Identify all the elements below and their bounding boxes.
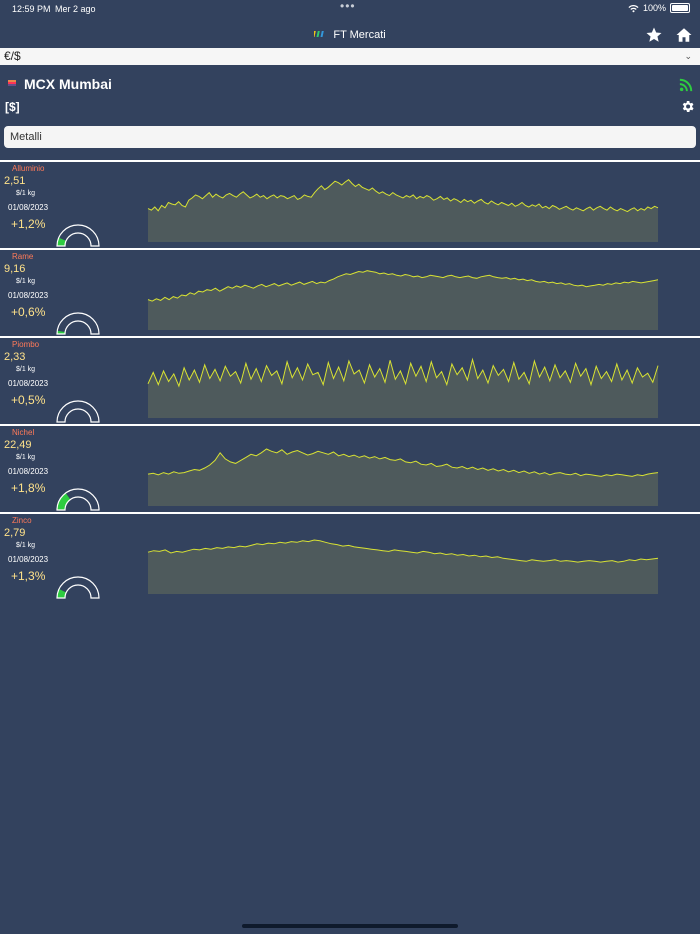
gear-icon[interactable]	[680, 99, 695, 114]
commodity-price: 2,51	[4, 175, 26, 187]
commodity-row[interactable]: Nichel 22,49 $/1 kg 01/08/2023 +1,8%	[0, 424, 700, 512]
price-area	[148, 540, 658, 594]
market-header: MCX Mumbai [$]	[0, 72, 700, 122]
price-area	[148, 179, 658, 242]
commodity-date: 01/08/2023	[8, 467, 49, 476]
status-time: 12:59 PM	[12, 4, 51, 14]
price-history-chart	[147, 539, 659, 594]
commodity-date: 01/08/2023	[8, 555, 49, 564]
commodity-change: +1,3%	[11, 569, 46, 583]
commodity-unit: $/1 kg	[16, 542, 36, 549]
change-gauge-icon	[56, 400, 100, 423]
battery-icon	[670, 3, 690, 13]
gauge-outline	[56, 576, 100, 599]
app-title: FT Mercati	[0, 29, 700, 41]
status-bar: 12:59 PM Mer 2 ago ••• 100%	[0, 0, 700, 18]
home-icon[interactable]	[675, 26, 693, 44]
commodity-date: 01/08/2023	[8, 291, 49, 300]
commodity-price: 9,16	[4, 263, 26, 275]
gauge-fill	[57, 493, 71, 510]
commodity-date: 01/08/2023	[8, 203, 49, 212]
commodity-unit: $/1 kg	[16, 454, 36, 461]
commodity-name: Piombo	[12, 340, 40, 349]
commodity-change: +1,8%	[11, 481, 46, 495]
gauge-outline	[56, 488, 100, 511]
app-logo-icon	[312, 29, 326, 41]
price-history-chart	[147, 179, 659, 242]
star-icon[interactable]	[645, 26, 663, 44]
gauge-fill	[57, 237, 67, 246]
price-area	[148, 359, 658, 418]
price-history-chart	[147, 448, 659, 506]
commodity-name: Alluminio	[12, 164, 45, 173]
navigation-bar: FT Mercati	[0, 26, 700, 46]
chevron-down-icon: ⌄	[684, 51, 692, 61]
price-area	[148, 270, 658, 330]
gauge-outline	[56, 312, 100, 335]
change-gauge-icon	[56, 312, 100, 335]
app-title-text: FT Mercati	[333, 29, 386, 41]
price-line	[147, 179, 659, 213]
gauge-fill	[57, 589, 67, 598]
commodity-price: 2,33	[4, 351, 26, 363]
wifi-icon	[628, 4, 639, 12]
commodity-list: Alluminio 2,51 $/1 kg 01/08/2023 +1,2% Rame 9,…	[0, 160, 700, 600]
commodity-price: 22,49	[4, 439, 32, 451]
commodity-name: Rame	[12, 252, 34, 261]
commodity-change: +1,2%	[11, 217, 46, 231]
commodity-row[interactable]: Alluminio 2,51 $/1 kg 01/08/2023 +1,2%	[0, 160, 700, 248]
change-gauge-icon	[56, 576, 100, 599]
change-gauge-icon	[56, 224, 100, 247]
gauge-fill	[57, 330, 66, 334]
price-line	[147, 270, 659, 302]
currency-select[interactable]: €/$ ⌄	[0, 48, 700, 65]
market-currency: [$]	[5, 100, 20, 114]
price-history-chart	[147, 270, 659, 330]
category-input[interactable]	[4, 126, 696, 148]
status-date: Mer 2 ago	[55, 4, 96, 14]
price-history-chart	[147, 357, 659, 418]
battery-percent: 100%	[642, 3, 666, 13]
commodity-name: Zinco	[12, 516, 32, 525]
commodity-unit: $/1 kg	[16, 190, 36, 197]
gauge-outline	[56, 224, 100, 247]
rss-icon[interactable]	[679, 78, 693, 92]
currency-select-value: €/$	[4, 49, 21, 63]
commodity-change: +0,5%	[11, 393, 46, 407]
home-indicator[interactable]	[242, 924, 458, 928]
commodity-row[interactable]: Piombo 2,33 $/1 kg 01/08/2023 +0,5%	[0, 336, 700, 424]
price-area	[148, 449, 658, 506]
commodity-date: 01/08/2023	[8, 379, 49, 388]
market-name: MCX Mumbai	[24, 76, 112, 92]
gauge-outline	[56, 400, 100, 423]
change-gauge-icon	[56, 488, 100, 511]
commodity-name: Nichel	[12, 428, 35, 437]
price-line	[147, 448, 659, 477]
commodity-change: +0,6%	[11, 305, 46, 319]
commodity-unit: $/1 kg	[16, 366, 36, 373]
india-flag-icon	[8, 80, 16, 86]
price-line	[147, 357, 659, 388]
commodity-row[interactable]: Zinco 2,79 $/1 kg 01/08/2023 +1,3%	[0, 512, 700, 600]
multitasking-dots-icon[interactable]: •••	[340, 0, 356, 13]
price-line	[147, 539, 659, 563]
status-right: 100%	[628, 3, 690, 13]
commodity-row[interactable]: Rame 9,16 $/1 kg 01/08/2023 +0,6%	[0, 248, 700, 336]
commodity-price: 2,79	[4, 527, 26, 539]
commodity-unit: $/1 kg	[16, 278, 36, 285]
